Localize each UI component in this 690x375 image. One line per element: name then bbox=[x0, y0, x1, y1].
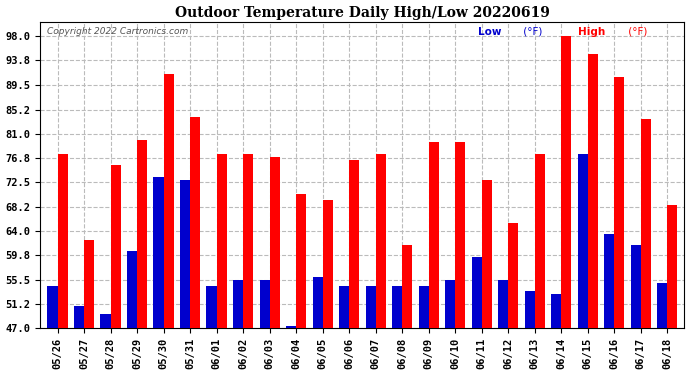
Bar bbox=[366, 285, 375, 375]
Bar bbox=[48, 285, 57, 375]
Bar bbox=[419, 285, 428, 375]
Bar bbox=[604, 234, 614, 375]
Bar bbox=[74, 306, 84, 375]
Bar bbox=[551, 294, 561, 375]
Bar bbox=[313, 277, 323, 375]
Bar bbox=[402, 246, 412, 375]
Bar bbox=[164, 74, 174, 375]
Bar bbox=[243, 154, 253, 375]
Text: Copyright 2022 Cartronics.com: Copyright 2022 Cartronics.com bbox=[47, 27, 188, 36]
Bar bbox=[296, 194, 306, 375]
Text: Low: Low bbox=[478, 27, 502, 37]
Bar bbox=[455, 142, 465, 375]
Bar bbox=[217, 154, 226, 375]
Bar bbox=[641, 120, 651, 375]
Bar bbox=[110, 165, 121, 375]
Bar bbox=[524, 291, 535, 375]
Bar bbox=[588, 54, 598, 375]
Bar bbox=[286, 326, 296, 375]
Bar bbox=[323, 200, 333, 375]
Bar bbox=[339, 285, 349, 375]
Bar bbox=[57, 154, 68, 375]
Bar bbox=[349, 159, 359, 375]
Bar bbox=[498, 280, 508, 375]
Text: High: High bbox=[578, 27, 605, 37]
Bar bbox=[270, 157, 279, 375]
Bar bbox=[375, 154, 386, 375]
Bar bbox=[190, 117, 200, 375]
Bar bbox=[153, 177, 164, 375]
Bar bbox=[445, 280, 455, 375]
Bar bbox=[631, 246, 641, 375]
Bar bbox=[101, 314, 110, 375]
Bar bbox=[127, 251, 137, 375]
Bar bbox=[84, 240, 94, 375]
Bar bbox=[535, 154, 544, 375]
Bar bbox=[180, 180, 190, 375]
Bar bbox=[206, 285, 217, 375]
Bar bbox=[508, 222, 518, 375]
Bar bbox=[482, 180, 492, 375]
Title: Outdoor Temperature Daily High/Low 20220619: Outdoor Temperature Daily High/Low 20220… bbox=[175, 6, 550, 20]
Text: (°F): (°F) bbox=[520, 27, 542, 37]
Bar bbox=[614, 76, 624, 375]
Bar bbox=[137, 140, 147, 375]
Bar bbox=[392, 285, 402, 375]
Bar bbox=[657, 283, 667, 375]
Bar bbox=[428, 142, 439, 375]
Bar bbox=[667, 206, 678, 375]
Bar bbox=[471, 257, 482, 375]
Bar bbox=[561, 36, 571, 375]
Bar bbox=[259, 280, 270, 375]
Text: (°F): (°F) bbox=[625, 27, 647, 37]
Bar bbox=[233, 280, 243, 375]
Bar bbox=[578, 154, 588, 375]
